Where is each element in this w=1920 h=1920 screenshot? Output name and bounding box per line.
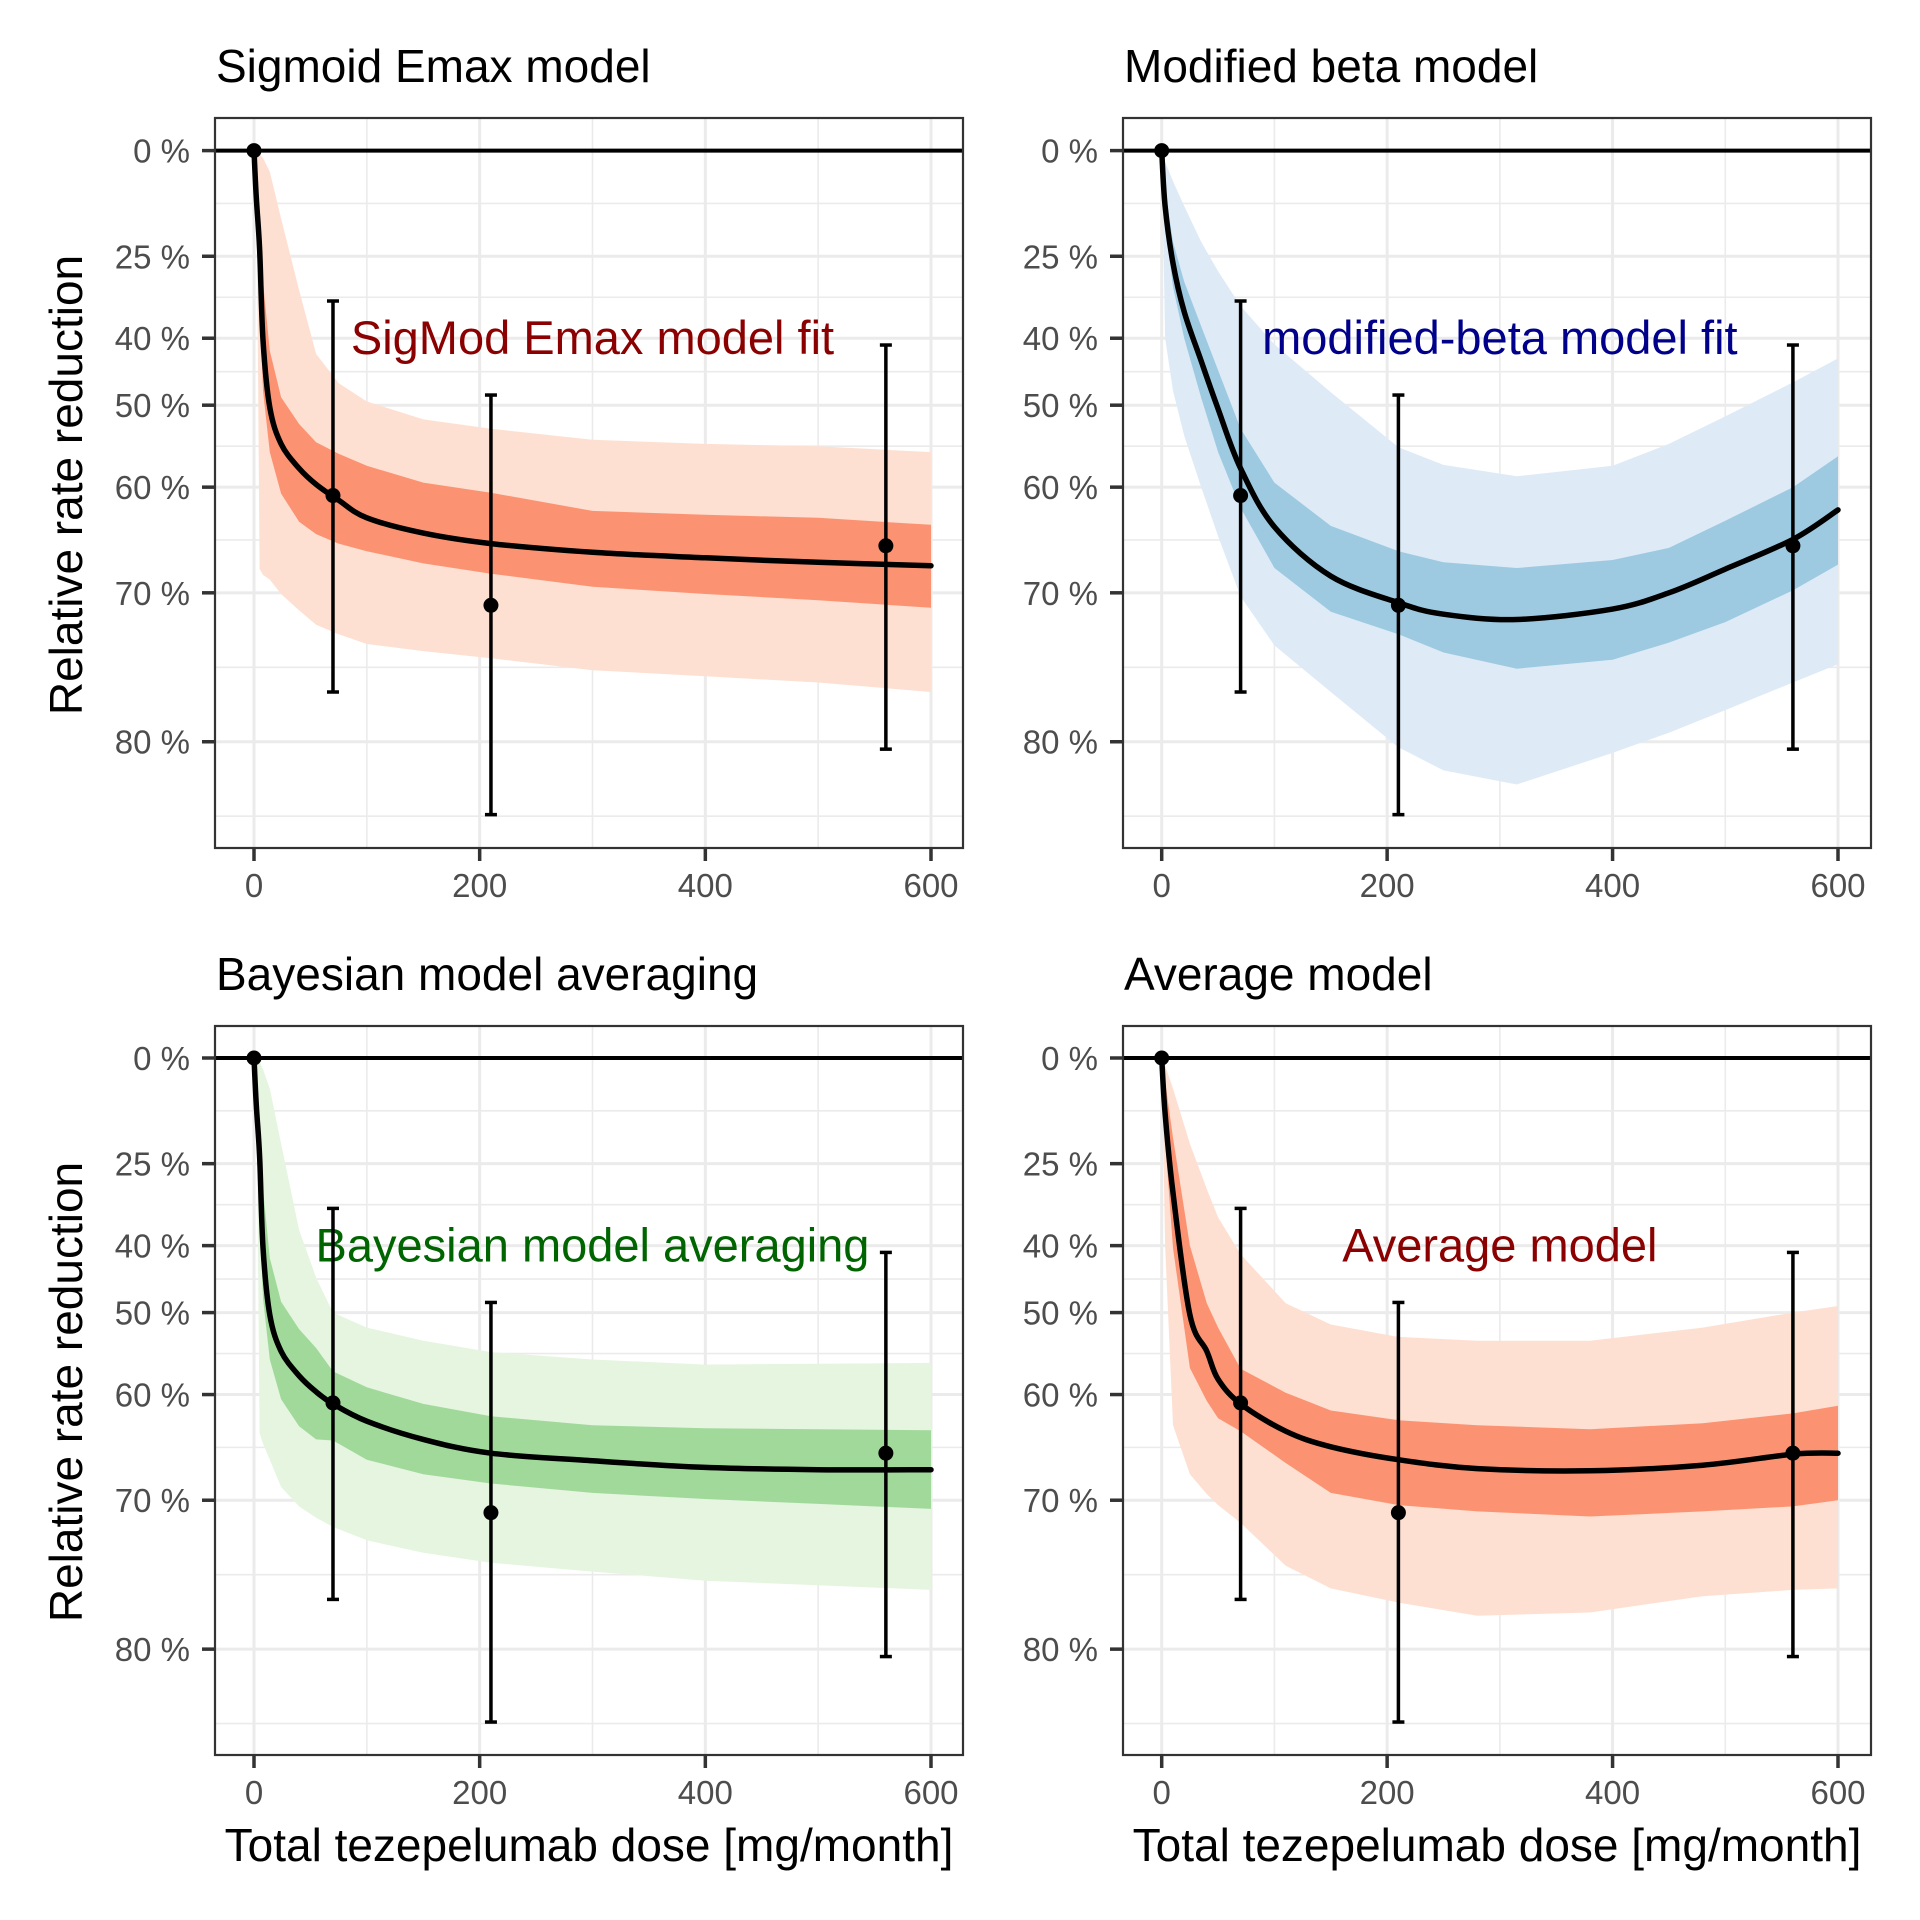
y-tick-label: 25 % [115, 238, 190, 275]
x-tick-label: 600 [1810, 1774, 1865, 1811]
panel-top-left: SigMod Emax model fit 0 % 25 % 40 % 50 % 60 %… [115, 40, 965, 904]
x-tick-label: 200 [1360, 1774, 1415, 1811]
y-tick-label: 60 % [1023, 1377, 1098, 1414]
inner-credible-band [254, 150, 931, 608]
observed-point [246, 1050, 262, 1066]
observed-point [878, 1445, 894, 1461]
observed-point [325, 488, 341, 504]
y-tick-label: 60 % [1023, 469, 1098, 506]
x-tick-label: 200 [452, 1774, 507, 1811]
y-tick-label: 80 % [115, 1631, 190, 1668]
x-tick-label: 600 [903, 1774, 958, 1811]
x-axis-title-left: Total tezepelumab dose [mg/month] [225, 1819, 954, 1871]
x-tick-label: 200 [452, 867, 507, 904]
model-fit-line [1158, 1055, 1841, 1474]
inner-credible-band [254, 1058, 931, 1509]
y-tick-label: 40 % [1023, 320, 1098, 357]
y-tick-label: 50 % [1023, 387, 1098, 424]
panel-title: Bayesian model averaging [216, 948, 758, 1000]
model-annotation: Bayesian model averaging [316, 1219, 870, 1272]
x-tick-label: 600 [903, 867, 958, 904]
x-tick-label: 0 [1153, 867, 1171, 904]
panel-title: Modified beta model [1124, 40, 1538, 92]
y-tick-label: 0 % [1041, 133, 1098, 170]
x-tick-label: 400 [1585, 1774, 1640, 1811]
y-tick-label: 50 % [115, 1295, 190, 1332]
x-tick-label: 400 [678, 1774, 733, 1811]
y-tick-label: 40 % [1023, 1228, 1098, 1265]
observed-point [483, 597, 499, 613]
panel-top-right: modified-beta model fit 0 % 25 % 40 % 50 % 60… [1023, 40, 1873, 904]
observed-point [1233, 488, 1249, 504]
x-tick-label: 400 [1585, 867, 1640, 904]
y-tick-label: 70 % [115, 575, 190, 612]
y-tick-label: 25 % [1023, 238, 1098, 275]
observed-point [878, 538, 894, 554]
observed-point [1785, 538, 1801, 554]
panel-title: Sigmoid Emax model [216, 40, 651, 92]
y-tick-label: 80 % [115, 724, 190, 761]
model-annotation: modified-beta model fit [1262, 311, 1737, 364]
model-annotation: Average model [1342, 1219, 1657, 1272]
y-tick-label: 40 % [115, 1228, 190, 1265]
plot-area: Average model [1123, 1050, 1871, 1724]
panel-title: Average model [1124, 948, 1433, 1000]
observed-point [1233, 1395, 1249, 1411]
inner-credible-band [1161, 150, 1838, 669]
model-fit-line [1158, 147, 1841, 623]
y-tick-label: 40 % [115, 320, 190, 357]
plot-area: modified-beta model fit [1123, 143, 1871, 817]
x-tick-label: 400 [678, 867, 733, 904]
panel-border [213, 1024, 965, 1757]
x-tick-label: 200 [1360, 867, 1415, 904]
y-tick-label: 80 % [1023, 1631, 1098, 1668]
y-tick-label: 25 % [115, 1146, 190, 1183]
panel-border [213, 116, 965, 850]
observed-point [1154, 1050, 1170, 1066]
y-tick-label: 70 % [1023, 1482, 1098, 1519]
y-axis-title-top: Relative rate reduction [40, 255, 92, 715]
panel-bottom-left: Bayesian model averaging 0 % 25 % 40 % 50 % 6… [115, 948, 965, 1811]
y-tick-label: 80 % [1023, 724, 1098, 761]
observed-point [1390, 1505, 1406, 1521]
panel-bottom-right: Average model 0 % 25 % 40 % 50 % 60 % 70 % 80 %… [1023, 948, 1873, 1811]
y-tick-label: 25 % [1023, 1146, 1098, 1183]
observed-point [1390, 597, 1406, 613]
observed-point [325, 1395, 341, 1411]
panels: SigMod Emax model fit 0 % 25 % 40 % 50 % 60 %… [115, 40, 1873, 1811]
y-tick-label: 0 % [1041, 1040, 1098, 1077]
y-axis-title-bottom: Relative rate reduction [40, 1162, 92, 1622]
x-tick-label: 0 [245, 867, 263, 904]
observed-point [1154, 143, 1170, 159]
y-tick-label: 60 % [115, 1377, 190, 1414]
y-tick-label: 70 % [115, 1482, 190, 1519]
plot-area: Bayesian model averaging [215, 1050, 963, 1724]
x-axis-title-right: Total tezepelumab dose [mg/month] [1133, 1819, 1862, 1871]
observed-point [1785, 1445, 1801, 1461]
y-tick-label: 0 % [133, 1040, 190, 1077]
inner-credible-band [1161, 1058, 1838, 1517]
panel-border [1121, 116, 1873, 850]
panel-border [1121, 1024, 1873, 1757]
x-tick-label: 0 [1153, 1774, 1171, 1811]
y-tick-label: 60 % [115, 469, 190, 506]
x-tick-label: 0 [245, 1774, 263, 1811]
y-tick-label: 0 % [133, 133, 190, 170]
observed-point [483, 1505, 499, 1521]
observed-point [246, 143, 262, 159]
y-tick-label: 50 % [115, 387, 190, 424]
x-tick-label: 600 [1810, 867, 1865, 904]
y-tick-label: 70 % [1023, 575, 1098, 612]
plot-area: SigMod Emax model fit [215, 143, 963, 817]
model-annotation: SigMod Emax model fit [351, 311, 834, 364]
y-tick-label: 50 % [1023, 1295, 1098, 1332]
